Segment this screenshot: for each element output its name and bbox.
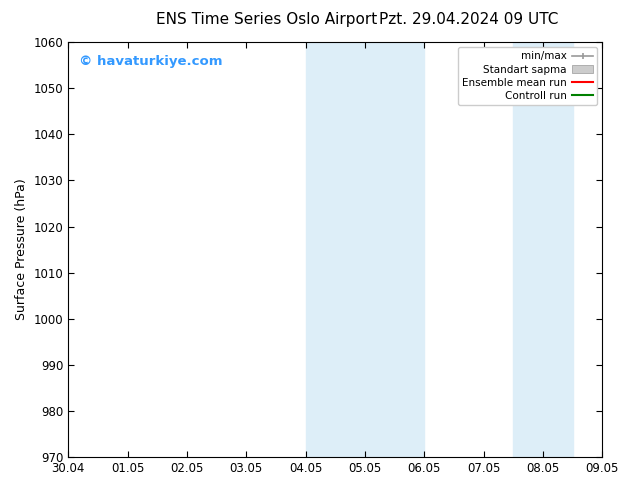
Legend: min/max, Standart sapma, Ensemble mean run, Controll run: min/max, Standart sapma, Ensemble mean r…: [458, 47, 597, 105]
Y-axis label: Surface Pressure (hPa): Surface Pressure (hPa): [15, 179, 28, 320]
Bar: [514, 42, 573, 457]
Text: ENS Time Series Oslo Airport: ENS Time Series Oslo Airport: [156, 12, 377, 27]
Bar: [306, 42, 424, 457]
Text: © havaturkiye.com: © havaturkiye.com: [79, 54, 223, 68]
Text: Pzt. 29.04.2024 09 UTC: Pzt. 29.04.2024 09 UTC: [380, 12, 559, 27]
